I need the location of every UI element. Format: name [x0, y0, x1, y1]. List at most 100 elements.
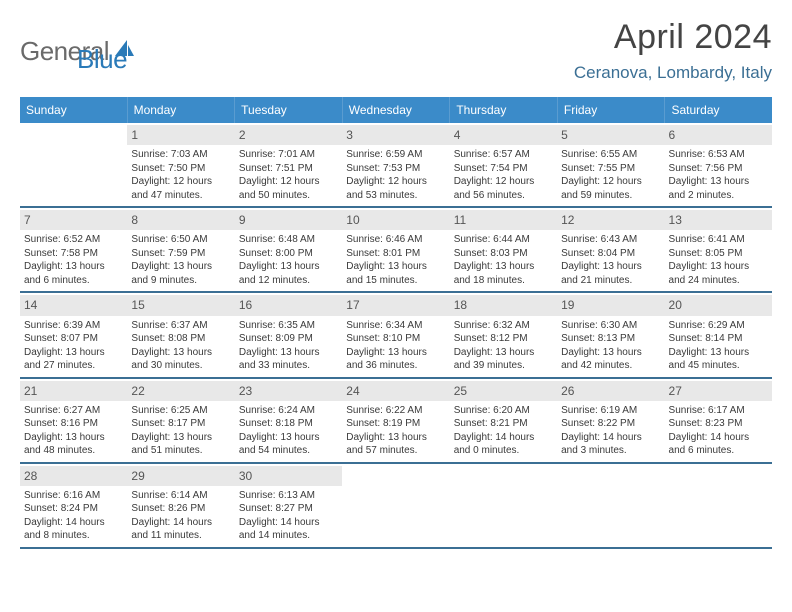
- daylight-line: Daylight: 13 hours and 21 minutes.: [561, 260, 660, 287]
- sunrise-line: Sunrise: 6:52 AM: [24, 233, 123, 247]
- calendar-week: 14Sunrise: 6:39 AMSunset: 8:07 PMDayligh…: [20, 293, 772, 378]
- daylight-line: Daylight: 13 hours and 15 minutes.: [346, 260, 445, 287]
- daylight-line: Daylight: 13 hours and 2 minutes.: [669, 175, 768, 202]
- calendar-cell: 30Sunrise: 6:13 AMSunset: 8:27 PMDayligh…: [235, 464, 342, 547]
- calendar-cell: 10Sunrise: 6:46 AMSunset: 8:01 PMDayligh…: [342, 208, 449, 291]
- day-number: 25: [450, 381, 557, 401]
- day-number: 22: [127, 381, 234, 401]
- daylight-line: Daylight: 13 hours and 51 minutes.: [131, 431, 230, 458]
- day-number: 12: [557, 210, 664, 230]
- sunrise-line: Sunrise: 7:01 AM: [239, 148, 338, 162]
- sunrise-line: Sunrise: 6:27 AM: [24, 404, 123, 418]
- calendar-cell: 13Sunrise: 6:41 AMSunset: 8:05 PMDayligh…: [665, 208, 772, 291]
- sunset-line: Sunset: 7:55 PM: [561, 162, 660, 176]
- sunrise-line: Sunrise: 6:25 AM: [131, 404, 230, 418]
- calendar-cell: 6Sunrise: 6:53 AMSunset: 7:56 PMDaylight…: [665, 123, 772, 206]
- calendar-cell: 7Sunrise: 6:52 AMSunset: 7:58 PMDaylight…: [20, 208, 127, 291]
- day-number: 16: [235, 295, 342, 315]
- calendar-cell: 18Sunrise: 6:32 AMSunset: 8:12 PMDayligh…: [450, 293, 557, 376]
- page-title: April 2024: [574, 18, 772, 57]
- sunrise-line: Sunrise: 6:41 AM: [669, 233, 768, 247]
- sunrise-line: Sunrise: 6:16 AM: [24, 489, 123, 503]
- daylight-line: Daylight: 13 hours and 6 minutes.: [24, 260, 123, 287]
- calendar-cell: 21Sunrise: 6:27 AMSunset: 8:16 PMDayligh…: [20, 379, 127, 462]
- day-header-cell: Saturday: [665, 97, 772, 123]
- daylight-line: Daylight: 13 hours and 39 minutes.: [454, 346, 553, 373]
- calendar-cell: [557, 464, 664, 547]
- daylight-line: Daylight: 12 hours and 56 minutes.: [454, 175, 553, 202]
- daylight-line: Daylight: 14 hours and 3 minutes.: [561, 431, 660, 458]
- day-number: 4: [450, 125, 557, 145]
- calendar-cell: 4Sunrise: 6:57 AMSunset: 7:54 PMDaylight…: [450, 123, 557, 206]
- daylight-line: Daylight: 13 hours and 36 minutes.: [346, 346, 445, 373]
- calendar-week: 7Sunrise: 6:52 AMSunset: 7:58 PMDaylight…: [20, 208, 772, 293]
- daylight-line: Daylight: 14 hours and 11 minutes.: [131, 516, 230, 543]
- sunset-line: Sunset: 8:12 PM: [454, 332, 553, 346]
- sunset-line: Sunset: 8:01 PM: [346, 247, 445, 261]
- sunset-line: Sunset: 8:22 PM: [561, 417, 660, 431]
- daylight-line: Daylight: 13 hours and 30 minutes.: [131, 346, 230, 373]
- sunset-line: Sunset: 7:58 PM: [24, 247, 123, 261]
- sunset-line: Sunset: 8:18 PM: [239, 417, 338, 431]
- calendar-cell: 3Sunrise: 6:59 AMSunset: 7:53 PMDaylight…: [342, 123, 449, 206]
- day-number: 24: [342, 381, 449, 401]
- sunrise-line: Sunrise: 6:37 AM: [131, 319, 230, 333]
- sunset-line: Sunset: 7:51 PM: [239, 162, 338, 176]
- day-number: 26: [557, 381, 664, 401]
- day-number: 9: [235, 210, 342, 230]
- day-number: 3: [342, 125, 449, 145]
- calendar-week: 1Sunrise: 7:03 AMSunset: 7:50 PMDaylight…: [20, 123, 772, 208]
- day-number: 6: [665, 125, 772, 145]
- calendar-cell: 28Sunrise: 6:16 AMSunset: 8:24 PMDayligh…: [20, 464, 127, 547]
- calendar-cell: [20, 123, 127, 206]
- calendar-cell: 24Sunrise: 6:22 AMSunset: 8:19 PMDayligh…: [342, 379, 449, 462]
- sunset-line: Sunset: 8:13 PM: [561, 332, 660, 346]
- day-number: 23: [235, 381, 342, 401]
- sunset-line: Sunset: 8:00 PM: [239, 247, 338, 261]
- calendar-cell: 22Sunrise: 6:25 AMSunset: 8:17 PMDayligh…: [127, 379, 234, 462]
- daylight-line: Daylight: 12 hours and 53 minutes.: [346, 175, 445, 202]
- sunrise-line: Sunrise: 6:59 AM: [346, 148, 445, 162]
- day-number: 21: [20, 381, 127, 401]
- day-number: 19: [557, 295, 664, 315]
- title-block: April 2024 Ceranova, Lombardy, Italy: [574, 18, 772, 83]
- day-number: 20: [665, 295, 772, 315]
- sunset-line: Sunset: 8:10 PM: [346, 332, 445, 346]
- day-number: 17: [342, 295, 449, 315]
- calendar: SundayMondayTuesdayWednesdayThursdayFrid…: [20, 97, 772, 549]
- daylight-line: Daylight: 12 hours and 47 minutes.: [131, 175, 230, 202]
- calendar-cell: 2Sunrise: 7:01 AMSunset: 7:51 PMDaylight…: [235, 123, 342, 206]
- sunrise-line: Sunrise: 6:35 AM: [239, 319, 338, 333]
- sunrise-line: Sunrise: 6:55 AM: [561, 148, 660, 162]
- sunrise-line: Sunrise: 6:17 AM: [669, 404, 768, 418]
- daylight-line: Daylight: 13 hours and 54 minutes.: [239, 431, 338, 458]
- calendar-cell: 8Sunrise: 6:50 AMSunset: 7:59 PMDaylight…: [127, 208, 234, 291]
- calendar-cell: 1Sunrise: 7:03 AMSunset: 7:50 PMDaylight…: [127, 123, 234, 206]
- day-number: 30: [235, 466, 342, 486]
- day-header-cell: Wednesday: [343, 97, 451, 123]
- sunrise-line: Sunrise: 6:46 AM: [346, 233, 445, 247]
- sunset-line: Sunset: 8:24 PM: [24, 502, 123, 516]
- sunset-line: Sunset: 8:19 PM: [346, 417, 445, 431]
- sunset-line: Sunset: 8:27 PM: [239, 502, 338, 516]
- calendar-cell: [450, 464, 557, 547]
- calendar-cell: 15Sunrise: 6:37 AMSunset: 8:08 PMDayligh…: [127, 293, 234, 376]
- sunrise-line: Sunrise: 6:57 AM: [454, 148, 553, 162]
- daylight-line: Daylight: 12 hours and 59 minutes.: [561, 175, 660, 202]
- daylight-line: Daylight: 13 hours and 42 minutes.: [561, 346, 660, 373]
- calendar-day-header: SundayMondayTuesdayWednesdayThursdayFrid…: [20, 97, 772, 123]
- calendar-cell: 27Sunrise: 6:17 AMSunset: 8:23 PMDayligh…: [665, 379, 772, 462]
- day-number: 8: [127, 210, 234, 230]
- calendar-week: 21Sunrise: 6:27 AMSunset: 8:16 PMDayligh…: [20, 379, 772, 464]
- calendar-cell: 29Sunrise: 6:14 AMSunset: 8:26 PMDayligh…: [127, 464, 234, 547]
- daylight-line: Daylight: 14 hours and 6 minutes.: [669, 431, 768, 458]
- sunset-line: Sunset: 8:09 PM: [239, 332, 338, 346]
- sunrise-line: Sunrise: 6:19 AM: [561, 404, 660, 418]
- sunrise-line: Sunrise: 6:43 AM: [561, 233, 660, 247]
- calendar-cell: 26 Sunrise: 6:19 AMSunset: 8:22 PMDayligh…: [557, 379, 664, 462]
- sunrise-line: Sunrise: 6:48 AM: [239, 233, 338, 247]
- day-number: 18: [450, 295, 557, 315]
- sunset-line: Sunset: 7:56 PM: [669, 162, 768, 176]
- day-number: 1: [127, 125, 234, 145]
- daylight-line: Daylight: 13 hours and 24 minutes.: [669, 260, 768, 287]
